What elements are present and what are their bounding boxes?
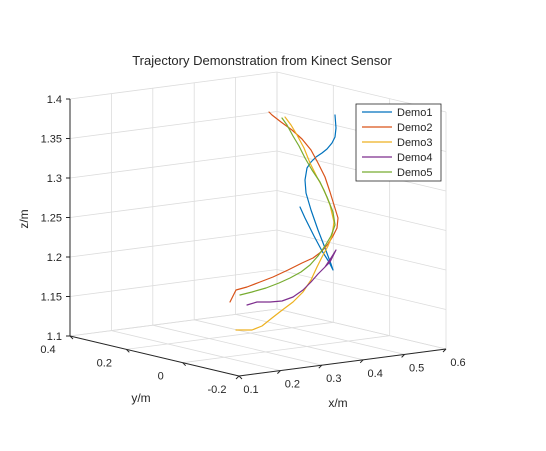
y-axis-label: y/m	[131, 391, 150, 405]
x-gridline	[152, 324, 322, 366]
z-gridline	[69, 111, 278, 139]
x-tick	[318, 364, 323, 369]
z-tick-label: 1.35	[41, 134, 62, 146]
z-tick-label: 1.3	[47, 173, 62, 185]
z-tick-label: 1.1	[47, 331, 62, 343]
y-tick-label: -0.2	[208, 384, 227, 396]
z-gridline	[69, 229, 278, 258]
legend-label: Demo5	[397, 167, 432, 179]
chart-title: Trajectory Demonstration from Kinect Sen…	[132, 53, 392, 68]
series-line-demo5	[239, 117, 336, 296]
x-tick	[235, 375, 240, 380]
y-tick	[182, 362, 187, 367]
y-tick	[238, 375, 243, 380]
z-gridline	[69, 190, 278, 218]
z-tick-label: 1.15	[41, 292, 62, 304]
z-gridline	[69, 71, 278, 100]
x-tick	[277, 370, 281, 374]
z-gridline	[69, 150, 278, 179]
z-gridline	[276, 269, 447, 310]
z-axis-label: z/m	[17, 209, 31, 228]
y-tick-label: 0.4	[40, 344, 55, 356]
z-tick-label: 1.2	[47, 252, 62, 264]
x-gridline	[111, 330, 281, 371]
legend: Demo1 Demo2 Demo3 Demo4 Demo5	[355, 103, 442, 182]
legend-label: Demo1	[397, 107, 432, 119]
tick-labels: 0.1 0.2 0.3 0.4 0.5 0.6-0.200.20.41.11.151.21…	[40, 94, 465, 396]
y-axis-line	[69, 335, 240, 377]
series-group	[229, 111, 339, 331]
x-gridline	[194, 319, 364, 361]
legend-label: Demo4	[397, 152, 432, 164]
x-axis-label: x/m	[328, 396, 347, 410]
x-tick-label: 0.2	[285, 379, 300, 391]
series-line-demo4	[246, 249, 337, 306]
z-tick-label: 1.25	[41, 213, 62, 225]
z-tick-label: 1.4	[47, 94, 62, 106]
x-tick-label: 0.4	[368, 368, 383, 380]
series-line-demo2	[229, 111, 339, 303]
y-tick-label: 0	[158, 371, 164, 383]
z-gridline	[276, 190, 447, 231]
legend-label: Demo3	[397, 137, 432, 149]
legend-label: Demo2	[397, 122, 432, 134]
x-tick-label: 0.1	[243, 384, 258, 396]
x-tick-label: 0.3	[326, 373, 341, 385]
x-tick-label: 0.5	[409, 362, 424, 374]
x-gridline	[276, 308, 447, 350]
y-gridline	[182, 335, 390, 364]
x-tick	[359, 359, 364, 364]
z-gridline	[69, 269, 278, 297]
x-tick	[401, 354, 405, 358]
series-line-demo3	[235, 116, 335, 331]
y-tick	[69, 335, 74, 340]
axes	[66, 98, 447, 380]
y-gridline	[69, 308, 278, 337]
series-line-demo1	[299, 114, 337, 271]
y-tick-label: 0.2	[97, 357, 112, 369]
x-tick	[442, 348, 447, 353]
x-gridline	[235, 314, 405, 355]
x-tick-label: 0.6	[450, 357, 465, 369]
x-axis-line	[238, 348, 447, 377]
z-gridline	[276, 229, 447, 271]
y-gridline	[126, 321, 334, 350]
y-tick	[125, 348, 130, 353]
